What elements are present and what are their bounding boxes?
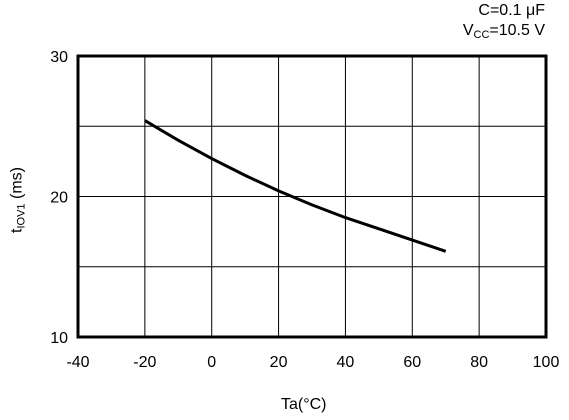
y-axis-label-unit: (ms) [8,167,26,204]
x-tick-label: 60 [403,354,421,371]
x-tick-label: 40 [337,354,355,371]
condition-voltage: VCC=10.5 V [463,22,545,41]
y-tick-label: 30 [50,49,68,66]
y-axis-label-subscript: IOV1 [15,203,28,229]
condition-voltage-symbol: V [462,22,474,39]
condition-capacitance-text: C=0.1 [478,2,526,19]
condition-capacitance-unit: μF [526,2,545,19]
series-line [144,119,447,253]
grid [78,56,546,337]
condition-voltage-value: =10.5 V [489,22,545,39]
x-tick-label: 80 [470,354,488,371]
x-tick-label: -20 [133,354,156,371]
tick-labels: -40 -20 0 20 40 60 80 100 10 20 30 [50,49,559,371]
y-axis-label: tIOV1 (ms) [9,167,28,233]
plot-frame [76,54,548,339]
x-tick-label: 0 [207,354,216,371]
x-axis-label: Ta(°C) [281,396,327,413]
x-tick-label: -40 [66,354,89,371]
y-tick-label: 20 [50,190,68,207]
condition-voltage-subscript: CC [473,29,490,41]
condition-capacitance: C=0.1 μF [478,2,545,20]
x-tick-label: 100 [533,354,560,371]
y-axis-label-symbol: t [8,228,26,233]
x-tick-label: 20 [270,354,288,371]
y-tick-label: 10 [50,330,68,347]
